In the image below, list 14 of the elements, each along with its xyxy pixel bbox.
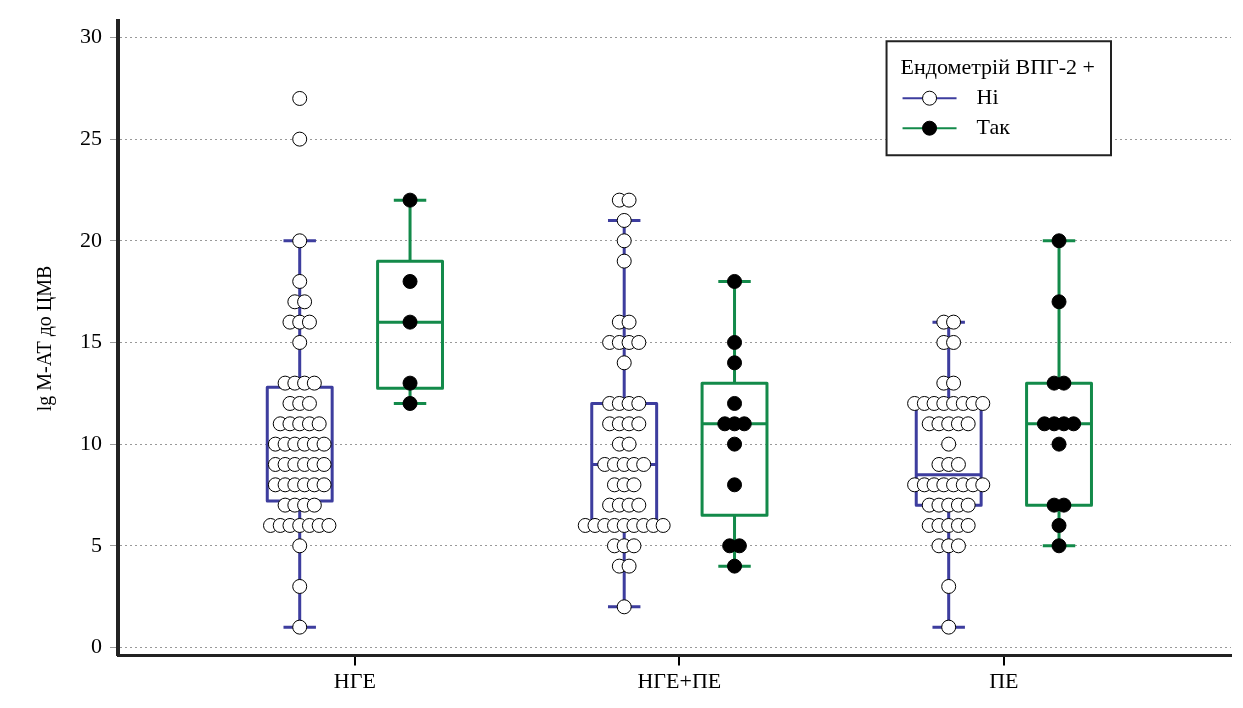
y-tick-label: 15 [80, 328, 102, 354]
legend-label: Ні [976, 83, 999, 109]
y-tick-label: 0 [91, 633, 102, 659]
x-tick-label: НГЕ [333, 667, 376, 693]
y-tick-label: 20 [80, 226, 102, 252]
y-tick-label: 30 [80, 23, 102, 49]
y-axis-title: lg М-АТ до ЦМВ [33, 265, 57, 412]
y-tick-label: 25 [80, 124, 102, 150]
y-tick-label: 10 [80, 429, 102, 455]
legend-label: Так [976, 113, 1011, 139]
x-tick-label: НГЕ+ПЕ [637, 667, 722, 693]
x-tick-label: ПЕ [989, 667, 1019, 693]
legend-title: Ендометрій ВПГ-2 + [900, 53, 1096, 79]
y-tick-label: 5 [91, 531, 102, 557]
